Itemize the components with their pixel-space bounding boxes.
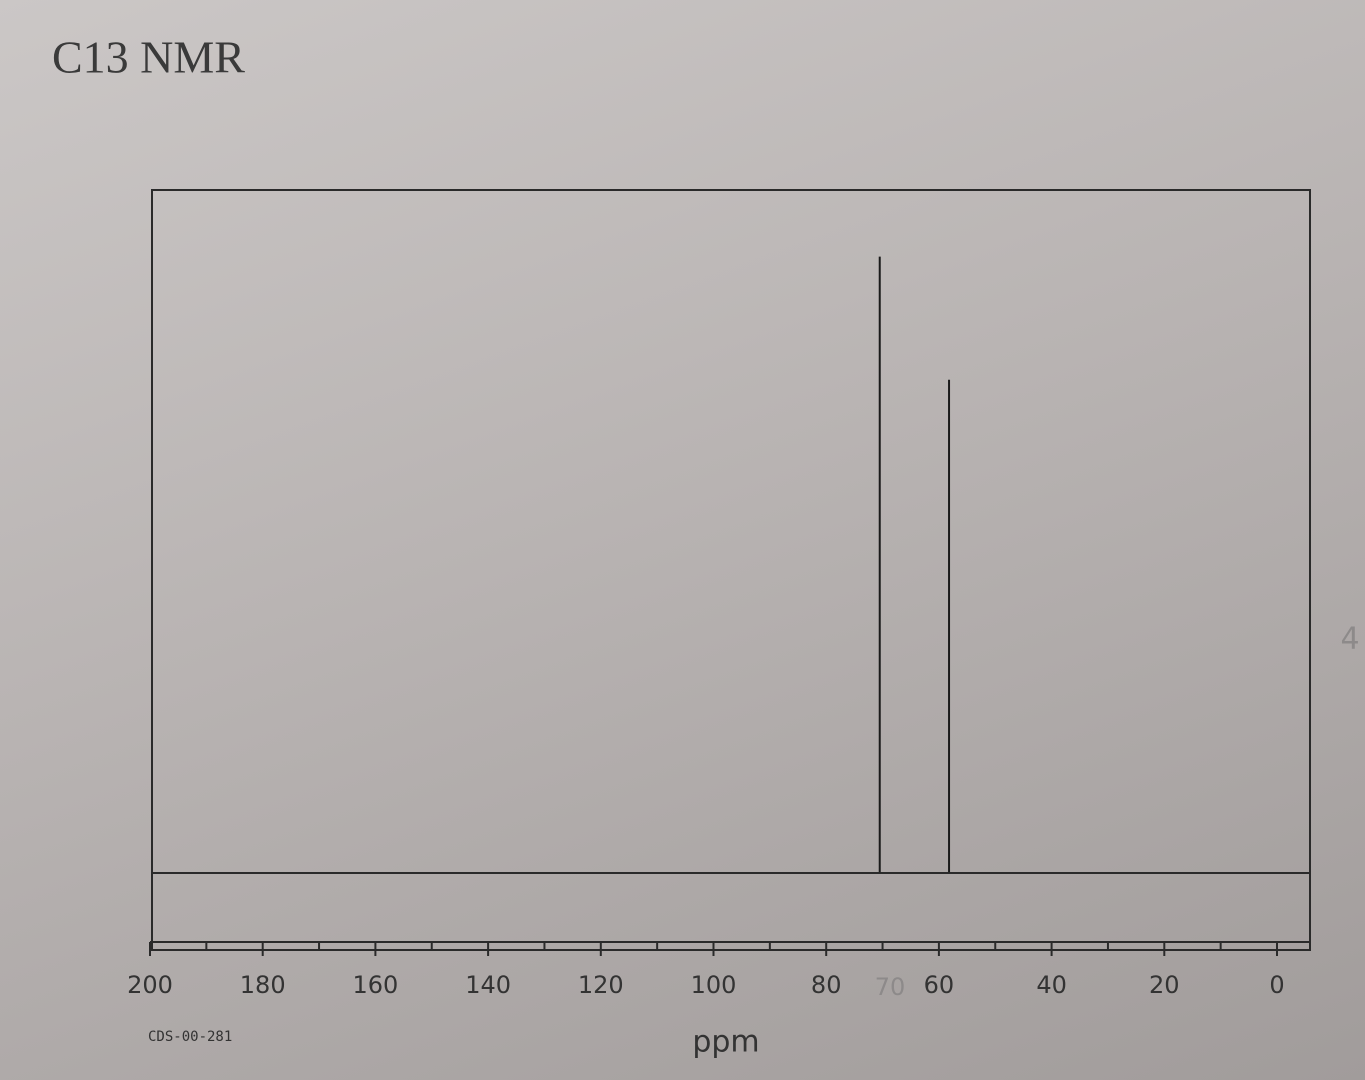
plot-frame bbox=[151, 189, 1311, 951]
x-tick-label: 200 bbox=[127, 971, 173, 999]
handwritten-note: 4 bbox=[1340, 622, 1359, 657]
x-tick-label: 100 bbox=[691, 971, 737, 999]
x-tick-label: 140 bbox=[465, 971, 511, 999]
x-tick-label: 120 bbox=[578, 971, 624, 999]
x-tick-label: 60 bbox=[924, 971, 955, 999]
x-tick-label: 180 bbox=[240, 971, 286, 999]
x-tick-label: 40 bbox=[1036, 971, 1067, 999]
x-tick-label: 20 bbox=[1149, 971, 1180, 999]
chart-title: C13 NMR bbox=[52, 32, 245, 83]
x-axis-label: ppm bbox=[692, 1025, 759, 1060]
spectrum-code: CDS-00-281 bbox=[148, 1029, 232, 1045]
x-tick-label: 160 bbox=[352, 971, 398, 999]
x-tick-label: 80 bbox=[811, 971, 842, 999]
handwritten-note: 70 bbox=[875, 973, 906, 1001]
x-tick-label: 0 bbox=[1269, 971, 1284, 999]
